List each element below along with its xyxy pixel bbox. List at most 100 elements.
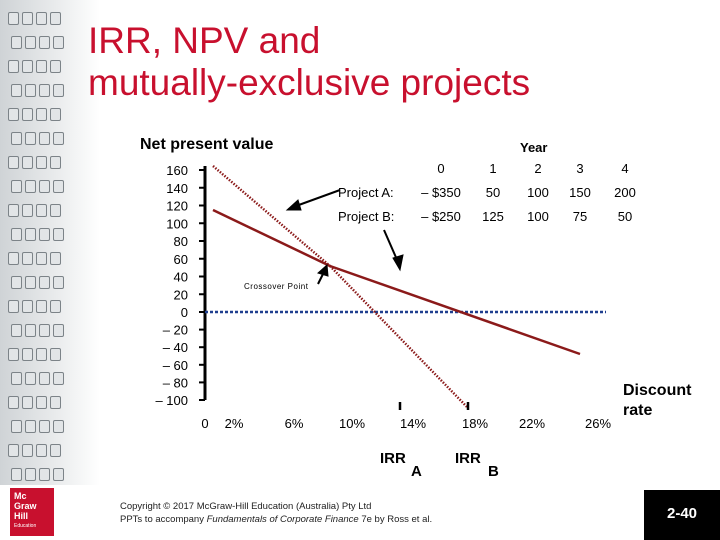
x-axis-label: Discount rate	[623, 382, 692, 419]
page-number: 2-40	[666, 505, 698, 522]
building-window	[22, 300, 33, 313]
building-window	[25, 420, 36, 433]
building-window	[53, 276, 64, 289]
building-window	[53, 84, 64, 97]
table-row-label: Project B:	[338, 209, 394, 224]
building-window	[22, 12, 33, 25]
building-window	[25, 132, 36, 145]
y-tick-label: 0	[181, 305, 188, 320]
building-window	[50, 300, 61, 313]
building-window	[50, 204, 61, 217]
building-window	[39, 420, 50, 433]
building-window	[11, 132, 22, 145]
building-window	[39, 36, 50, 49]
background-building-image	[0, 0, 100, 540]
publisher-logo: Mc Graw Hill Education	[10, 488, 54, 536]
building-window	[8, 204, 19, 217]
x-tick-label: 26%	[585, 416, 611, 431]
building-window	[36, 300, 47, 313]
irr-b-label: IRR B	[455, 450, 499, 480]
footer-prefix: PPTs to accompany	[120, 514, 207, 525]
table-cell: 50	[618, 209, 632, 224]
irr-b-sub: B	[488, 463, 499, 480]
slide-title: IRR, NPV and mutually-exclusive projects	[88, 20, 648, 104]
y-tick-label: 80	[174, 234, 188, 249]
table-column-header: 0	[437, 161, 444, 176]
cashflow-table: 0 1 2 3 4 Project A: – $350 50 100 150 200 Project …	[338, 161, 636, 224]
footer-book-title: Fundamentals of Corporate Finance	[206, 514, 359, 525]
irr-a-label: IRR A	[380, 450, 422, 480]
building-window	[53, 180, 64, 193]
building-window	[36, 204, 47, 217]
pointer-arrows	[285, 189, 404, 285]
building-window	[11, 84, 22, 97]
building-window	[39, 324, 50, 337]
building-window	[11, 228, 22, 241]
irr-a-sub: A	[411, 463, 422, 480]
building-window	[50, 12, 61, 25]
building-window	[11, 324, 22, 337]
series-lines	[212, 165, 581, 410]
y-axis	[199, 166, 606, 401]
y-tick-label: – 100	[155, 393, 188, 408]
building-window	[36, 252, 47, 265]
footer	[0, 485, 720, 540]
series-project-b	[329, 265, 469, 409]
building-window	[22, 108, 33, 121]
building-window	[36, 108, 47, 121]
building-window	[11, 36, 22, 49]
building-window	[11, 372, 22, 385]
arrow-project-b	[383, 229, 399, 263]
building-window	[8, 156, 19, 169]
x-tick-label: 6%	[285, 416, 304, 431]
building-window	[53, 468, 64, 481]
table-column-header: 4	[621, 161, 628, 176]
x-axis-label-word-1: Discount	[623, 382, 692, 399]
building-window	[39, 180, 50, 193]
logo-line-1: Mc	[14, 491, 27, 501]
building-window	[8, 300, 19, 313]
table-cell: 125	[482, 209, 504, 224]
arrowhead-project-b	[392, 254, 404, 272]
table-column-header: 1	[489, 161, 496, 176]
x-tick-label: 18%	[462, 416, 488, 431]
building-window	[25, 228, 36, 241]
building-window	[53, 324, 64, 337]
y-tick-label: 100	[166, 216, 188, 231]
copyright-notice: Copyright © 2017 McGraw-Hill Education (…	[120, 500, 432, 526]
building-window	[36, 396, 47, 409]
building-window	[8, 108, 19, 121]
building-window	[25, 324, 36, 337]
arrowhead-crossover	[316, 263, 329, 277]
y-tick-label: – 40	[163, 340, 188, 355]
table-row-label: Project A:	[338, 185, 394, 200]
arrow-project-a	[295, 189, 341, 207]
building-window	[22, 252, 33, 265]
building-window	[25, 372, 36, 385]
building-window	[8, 252, 19, 265]
building-window	[50, 252, 61, 265]
building-window	[25, 468, 36, 481]
building-window	[8, 60, 19, 73]
y-tick-label: 140	[166, 181, 188, 196]
building-window	[22, 444, 33, 457]
arrowhead-project-a	[285, 199, 302, 211]
y-tick-labels: 160 140 120 100 80 60 40 20 0 – 20 – 40 – 60 – 80 – 1…	[155, 163, 188, 408]
building-window	[36, 348, 47, 361]
building-window	[39, 84, 50, 97]
page-number-box	[644, 490, 720, 540]
building-window	[39, 276, 50, 289]
y-tick-label: – 60	[163, 358, 188, 373]
x-tick-label: 22%	[519, 416, 545, 431]
building-window	[36, 60, 47, 73]
table-cell: 75	[573, 209, 587, 224]
y-tick-label: – 20	[163, 323, 188, 338]
table-cell: 100	[527, 185, 549, 200]
table-cell: 100	[527, 209, 549, 224]
building-window	[22, 156, 33, 169]
table-column-header: 3	[576, 161, 583, 176]
building-window	[8, 12, 19, 25]
building-window	[22, 348, 33, 361]
footer-suffix: 7e by Ross et al.	[358, 514, 433, 525]
y-tick-label: 120	[166, 199, 188, 214]
